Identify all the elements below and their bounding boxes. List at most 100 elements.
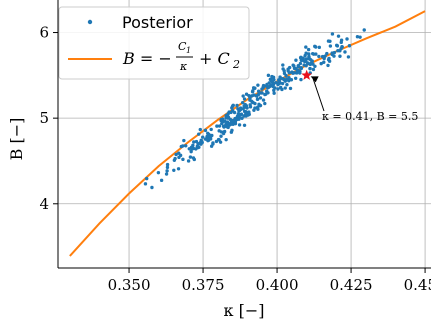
posterior-point — [283, 86, 287, 90]
posterior-point — [241, 94, 245, 98]
posterior-point — [304, 51, 308, 55]
posterior-point — [293, 76, 298, 81]
x-axis-label: κ [−] — [224, 301, 265, 320]
posterior-point — [278, 76, 282, 80]
posterior-point — [208, 137, 213, 141]
posterior-point — [298, 71, 302, 75]
posterior-point — [221, 119, 225, 124]
posterior-point — [203, 128, 208, 133]
legend-fit-numerator: C — [178, 40, 187, 53]
posterior-point — [308, 66, 312, 71]
posterior-point — [227, 110, 231, 114]
posterior-point — [270, 74, 274, 79]
annotation-arrowhead — [310, 76, 319, 83]
posterior-point — [217, 124, 222, 128]
posterior-point — [250, 99, 254, 103]
posterior-point — [280, 81, 285, 86]
posterior-point — [229, 120, 233, 125]
posterior-point — [245, 106, 249, 110]
posterior-point — [322, 60, 326, 64]
posterior-point — [307, 54, 311, 59]
posterior-point — [235, 103, 239, 108]
posterior-point — [228, 117, 232, 122]
posterior-point — [248, 103, 252, 107]
posterior-point — [201, 135, 205, 139]
posterior-point — [304, 45, 308, 49]
posterior-point — [240, 100, 245, 105]
posterior-point — [221, 117, 225, 121]
highlight-star — [301, 69, 312, 80]
posterior-point — [165, 162, 170, 167]
ticks: 0.350 0.375 0.400 0.425 0.450 4 5 6 — [39, 24, 431, 294]
posterior-point — [326, 39, 331, 43]
posterior-point — [326, 63, 330, 68]
posterior-point — [270, 83, 274, 88]
posterior-point — [256, 89, 261, 93]
posterior-point — [276, 87, 280, 91]
posterior-point — [209, 127, 213, 132]
x-tick-label: 0.425 — [330, 276, 373, 294]
fit-line — [69, 10, 426, 257]
posterior-point — [198, 127, 202, 132]
posterior-point — [250, 90, 255, 94]
posterior-point — [165, 165, 170, 170]
posterior-point — [292, 71, 297, 75]
posterior-point — [251, 86, 256, 90]
posterior-point — [298, 61, 303, 66]
posterior-point — [196, 141, 200, 146]
posterior-point — [241, 107, 245, 111]
posterior-point — [307, 52, 311, 56]
posterior-point — [172, 168, 176, 173]
posterior-point — [182, 138, 186, 143]
posterior-point — [255, 97, 260, 101]
posterior-point — [269, 78, 273, 83]
posterior-point — [184, 144, 188, 148]
posterior-point — [242, 104, 246, 108]
posterior-point — [237, 123, 242, 127]
posterior-point — [330, 32, 335, 36]
posterior-point — [327, 56, 331, 61]
fit-line-group — [69, 10, 426, 257]
posterior-point — [311, 67, 316, 72]
posterior-point — [284, 73, 288, 78]
posterior-point — [261, 98, 266, 102]
posterior-point — [243, 112, 248, 117]
posterior-point — [263, 101, 267, 106]
posterior-point — [317, 54, 321, 59]
posterior-point — [174, 152, 178, 157]
posterior-point — [186, 159, 191, 163]
x-tick-label: 0.375 — [182, 276, 225, 294]
posterior-point — [282, 69, 286, 73]
posterior-point — [164, 172, 169, 176]
posterior-point — [343, 50, 347, 54]
posterior-point — [159, 178, 164, 183]
x-tick-label: 0.450 — [404, 276, 431, 294]
posterior-point — [238, 106, 243, 110]
posterior-point — [191, 143, 195, 148]
posterior-point — [304, 64, 308, 68]
posterior-point — [338, 49, 342, 53]
axes — [57, 0, 431, 269]
posterior-point — [254, 94, 259, 98]
posterior-point — [197, 132, 201, 136]
posterior-point — [304, 59, 308, 63]
posterior-point — [210, 133, 214, 138]
posterior-point — [242, 123, 247, 127]
posterior-point — [281, 63, 285, 67]
posterior-point — [288, 86, 293, 91]
posterior-point — [327, 59, 332, 63]
posterior-point — [189, 149, 193, 154]
posterior-point — [192, 140, 196, 144]
posterior-point — [296, 63, 301, 68]
posterior-point — [215, 124, 219, 128]
legend-fit-rhs-sub: 2 — [232, 58, 240, 71]
posterior-point — [176, 167, 181, 171]
posterior-point — [244, 109, 248, 114]
posterior-point — [272, 91, 276, 95]
posterior-point — [308, 62, 313, 66]
posterior-point — [281, 76, 285, 81]
posterior-point — [188, 155, 193, 159]
posterior-point — [197, 145, 201, 149]
posterior-point — [235, 117, 239, 122]
posterior-point — [181, 157, 185, 162]
